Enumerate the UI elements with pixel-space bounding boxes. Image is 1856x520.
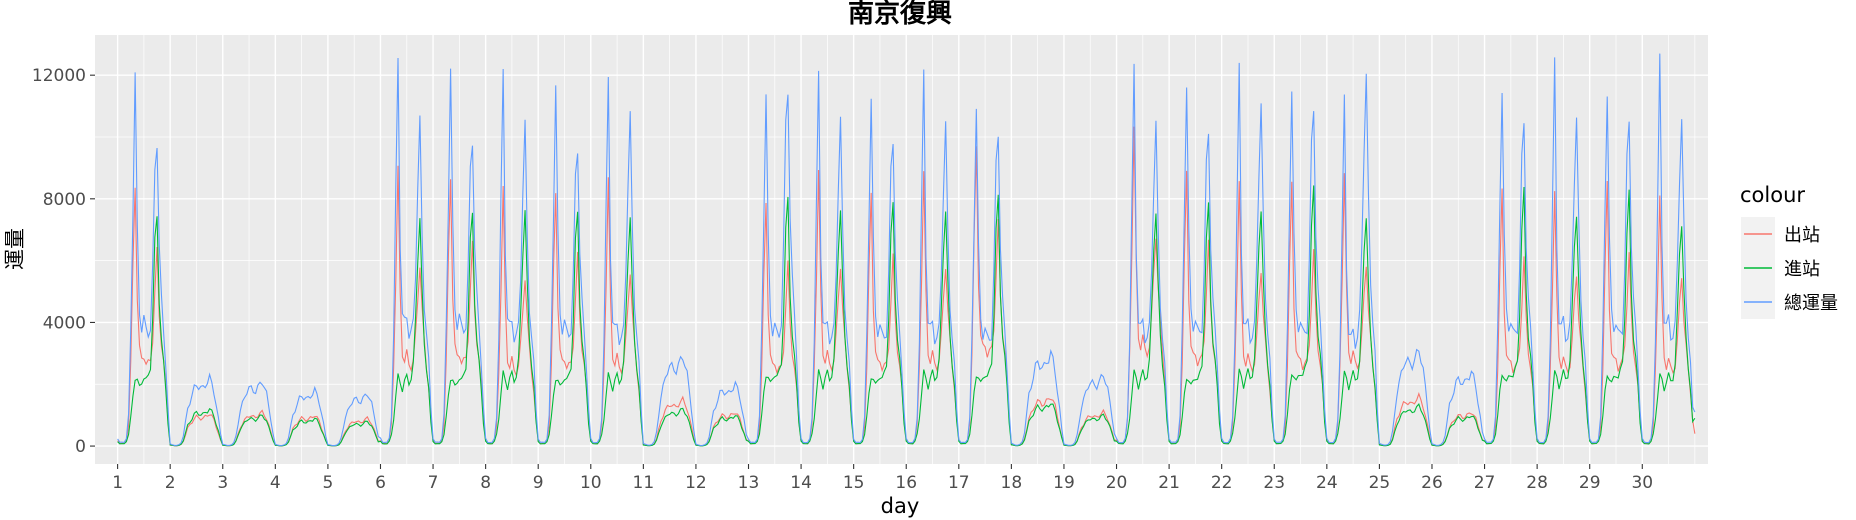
x-tick-label: 11 — [633, 473, 655, 493]
x-tick-label: 15 — [843, 473, 865, 493]
y-axis-label: 運量 — [3, 228, 27, 270]
series-line-2 — [117, 53, 1696, 447]
x-tick-label: 18 — [1001, 473, 1023, 493]
axis-ticks — [90, 74, 1643, 469]
legend-title: colour — [1740, 183, 1805, 207]
series-line-1 — [117, 185, 1696, 447]
x-tick-label: 4 — [270, 473, 281, 493]
minor-grid — [95, 35, 1708, 464]
x-tick-label: 30 — [1631, 473, 1653, 493]
y-tick-label: 8000 — [43, 190, 86, 210]
x-tick-label: 12 — [685, 473, 707, 493]
x-tick-label: 7 — [428, 473, 439, 493]
x-tick-label: 29 — [1579, 473, 1601, 493]
series-lines — [117, 53, 1696, 447]
x-tick-label: 21 — [1158, 473, 1180, 493]
x-tick-label: 9 — [533, 473, 544, 493]
x-tick-label: 2 — [165, 473, 176, 493]
x-tick-label: 14 — [790, 473, 812, 493]
x-tick-label: 13 — [738, 473, 760, 493]
plot-panel — [95, 35, 1708, 464]
legend-label-series-2: 總運量 — [1784, 293, 1838, 314]
legend-label-series-0: 出站 — [1784, 225, 1820, 246]
x-tick-label: 24 — [1316, 473, 1338, 493]
x-tick-label: 28 — [1526, 473, 1548, 493]
legend-label-series-1: 進站 — [1784, 259, 1820, 280]
y-tick-label: 0 — [75, 437, 86, 457]
x-tick-label: 19 — [1053, 473, 1075, 493]
y-tick-label: 4000 — [43, 313, 86, 333]
x-tick-label: 17 — [948, 473, 970, 493]
x-tick-label: 27 — [1474, 473, 1496, 493]
legend: colour 出站 進站 總運量 — [1740, 183, 1838, 319]
x-tick-label: 8 — [480, 473, 491, 493]
x-tick-label: 6 — [375, 473, 386, 493]
x-tick-label: 5 — [322, 473, 333, 493]
x-tick-label: 3 — [217, 473, 228, 493]
y-tick-label: 12000 — [32, 66, 86, 86]
x-tick-label: 20 — [1106, 473, 1128, 493]
x-tick-label: 10 — [580, 473, 602, 493]
x-tick-label: 22 — [1211, 473, 1233, 493]
x-tick-label: 16 — [895, 473, 917, 493]
x-axis-label: day — [881, 494, 920, 518]
chart-title: 南京復興 — [848, 0, 952, 29]
x-tick-label: 1 — [112, 473, 123, 493]
x-tick-label: 25 — [1369, 473, 1391, 493]
x-tick-label: 23 — [1263, 473, 1285, 493]
x-tick-label: 26 — [1421, 473, 1443, 493]
